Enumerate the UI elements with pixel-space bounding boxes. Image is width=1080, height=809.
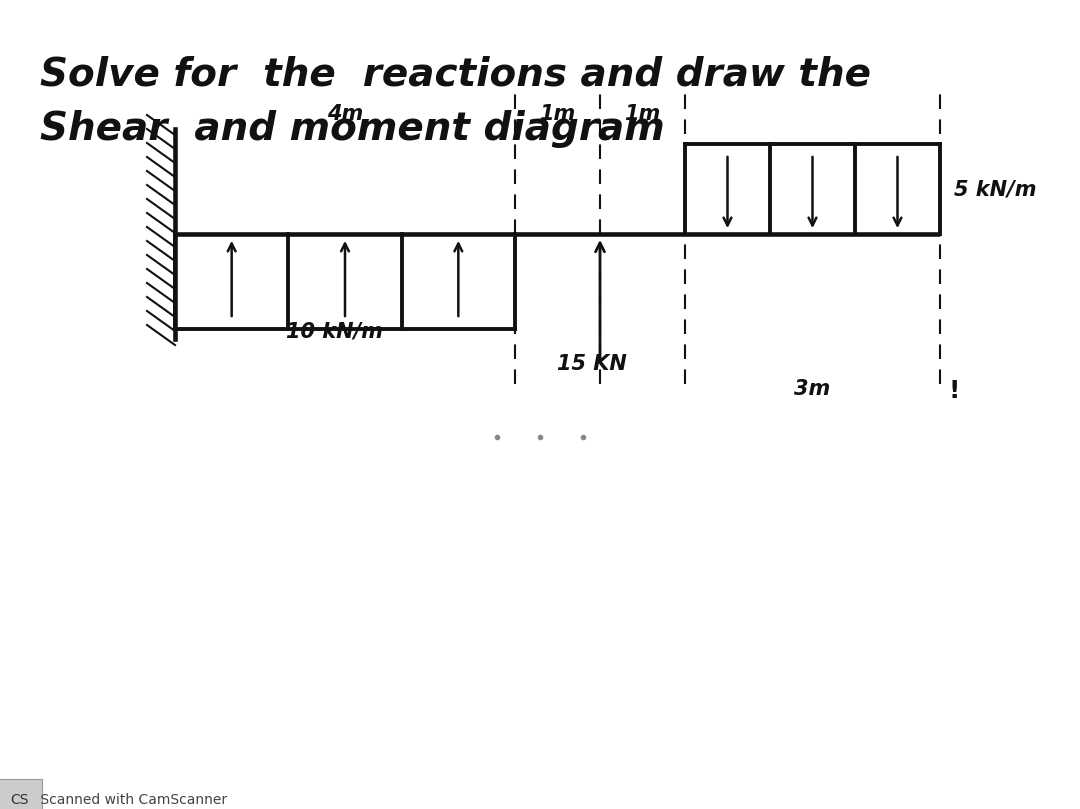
Text: Scanned with CamScanner: Scanned with CamScanner (36, 793, 227, 807)
Text: Shear  and moment diagram: Shear and moment diagram (40, 110, 665, 148)
Text: 1m: 1m (539, 104, 576, 124)
Text: 4m: 4m (327, 104, 363, 124)
Text: 1m: 1m (624, 104, 661, 124)
Text: 15 KN: 15 KN (557, 354, 626, 374)
Text: Solve for  the  reactions and draw the: Solve for the reactions and draw the (40, 55, 870, 93)
Text: 5 kN/m: 5 kN/m (954, 179, 1037, 199)
Text: CS: CS (10, 793, 28, 807)
Text: 3m: 3m (795, 379, 831, 399)
Text: !: ! (948, 379, 959, 403)
Text: 10 kN/m: 10 kN/m (286, 321, 383, 341)
